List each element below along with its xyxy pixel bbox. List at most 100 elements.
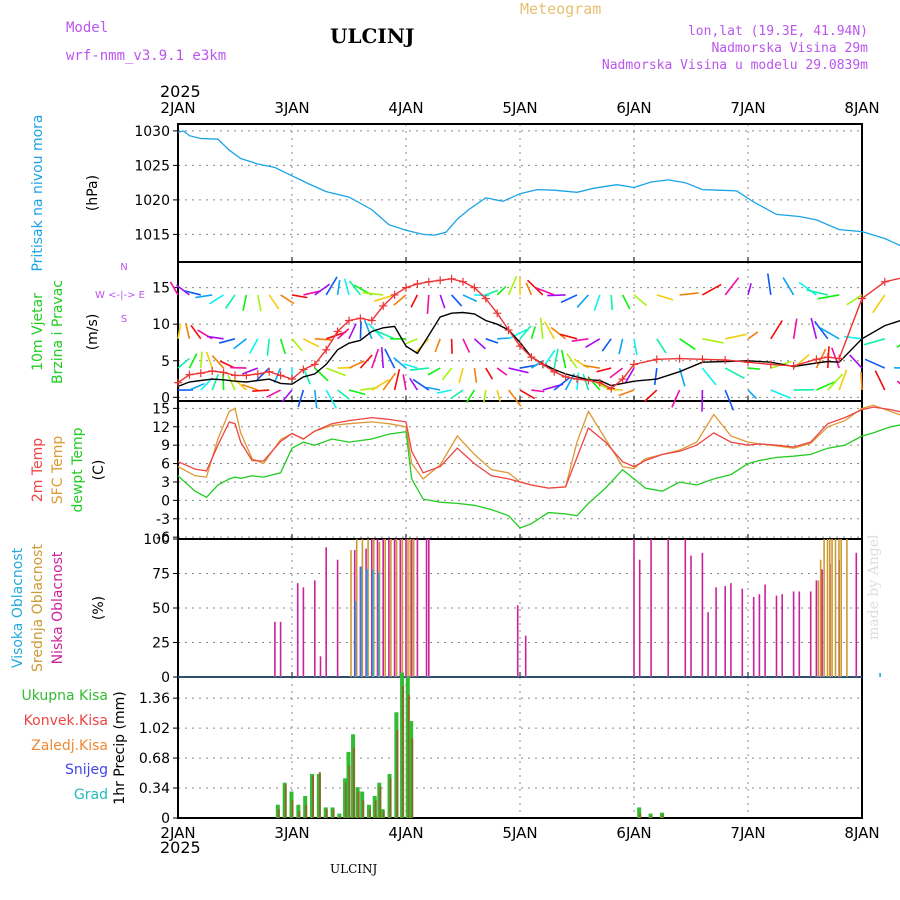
wind-direction-arrow <box>530 326 536 340</box>
wind-direction-arrow <box>224 294 236 309</box>
x-tick-label-bottom: 7JAN <box>730 824 765 842</box>
wind-direction-arrow <box>450 389 464 400</box>
wind-direction-arrow <box>767 273 772 296</box>
precip-total-bar <box>337 813 342 818</box>
dewpt-ylabel: dewpt Temp <box>70 427 86 512</box>
precip-conv-bar <box>379 787 382 818</box>
cloud-units: (%) <box>91 596 107 620</box>
wind-direction-arrow <box>439 294 446 309</box>
wind-direction-arrow <box>702 283 722 296</box>
wind-direction-arrow <box>576 372 580 391</box>
wind-direction-arrow <box>770 389 792 399</box>
precip-conv-bar <box>369 809 372 818</box>
wind-direction-arrow <box>817 294 840 300</box>
y-tick-label: -3 <box>156 512 170 528</box>
wind-direction-arrow <box>482 389 487 403</box>
wind-direction-arrow <box>362 291 384 296</box>
wind-direction-arrow <box>702 338 724 344</box>
y-tick-label: 0 <box>161 670 170 686</box>
wind-direction-arrow <box>451 294 463 307</box>
wind-direction-arrow <box>184 290 201 296</box>
x-tick-label-top: 5JAN <box>502 99 537 117</box>
sfc-ylabel: SFC Temp <box>50 436 66 505</box>
precip-conv-bar <box>339 816 342 818</box>
y-tick-label: 25 <box>152 636 170 652</box>
wind-direction-arrow <box>724 389 735 411</box>
wind-direction-arrow <box>242 367 259 375</box>
x-tick-label-top: 8JAN <box>844 99 879 117</box>
wind-direction-arrow <box>846 294 863 306</box>
precip-conv-bar <box>402 685 405 818</box>
wind-direction-arrow <box>436 389 452 394</box>
wind-direction-arrow <box>507 275 518 296</box>
wind-direction-arrow <box>314 283 331 296</box>
wind-direction-arrow <box>227 374 236 391</box>
precip-conv-bar <box>291 800 294 818</box>
wind-direction-arrow <box>525 282 533 296</box>
wind-direction-arrow <box>371 348 380 369</box>
wind-direction-arrow <box>441 367 453 381</box>
wind-direction-arrow <box>242 294 248 311</box>
wind-direction-arrow <box>747 389 758 400</box>
y-tick-label: 12 <box>152 420 170 436</box>
model-label: Model <box>66 20 109 36</box>
wind-direction-arrow <box>393 294 407 306</box>
wind-direction-arrow <box>872 294 886 314</box>
wind-direction-arrow <box>371 379 390 391</box>
precip-legend-3: Snijeg <box>65 762 108 778</box>
wind-direction-arrow <box>724 277 740 296</box>
wind-direction-arrow <box>671 389 681 408</box>
wind-direction-arrow <box>462 294 478 303</box>
wind-direction-arrow <box>256 367 270 381</box>
year-top: 2025 <box>160 82 201 101</box>
wind-direction-arrow <box>496 286 507 296</box>
wind-direction-arrow <box>465 389 476 404</box>
wind-direction-arrow <box>325 276 338 296</box>
wind-direction-arrow <box>496 389 501 402</box>
y-tick-label: 50 <box>152 601 170 617</box>
lonlat-label: lon,lat (19.3E, 41.94N) <box>687 24 868 39</box>
wind-direction-arrow <box>343 278 350 296</box>
wind-direction-arrow <box>679 292 699 296</box>
wind-direction-arrow <box>205 351 213 369</box>
y-tick-label: 1.02 <box>139 721 170 737</box>
wind-direction-arrow <box>325 389 338 409</box>
precip-conv-bar <box>318 772 321 818</box>
y-tick-label: 10 <box>152 317 170 333</box>
precip-total-bar <box>648 813 653 818</box>
wind-direction-arrow <box>348 323 357 340</box>
precip-conv-bar <box>396 729 399 818</box>
wind-direction-arrow <box>337 389 350 400</box>
wind-direction-arrow <box>303 338 320 348</box>
y-tick-label: 0 <box>161 811 170 827</box>
wind-compass-n: N <box>120 262 127 273</box>
wind-direction-arrow <box>497 337 510 340</box>
wind-direction-arrow <box>553 377 570 391</box>
wind-direction-arrow <box>539 317 544 339</box>
wind-direction-arrow <box>380 347 384 369</box>
wind-direction-arrow <box>303 290 321 296</box>
wind-direction-arrow <box>177 323 182 339</box>
wind-direction-arrow <box>806 289 828 296</box>
precip-legend-1: Konvek.Kisa <box>24 713 108 729</box>
wind-direction-arrow <box>268 294 280 310</box>
wind-compass: W <-|-> E <box>95 290 145 301</box>
wind-direction-arrow <box>403 363 418 369</box>
wind-direction-arrow <box>585 338 601 349</box>
wind-direction-arrow <box>810 317 818 340</box>
year-bottom: 2025 <box>160 838 201 857</box>
wind-direction-arrow <box>336 279 341 296</box>
wind-direction-arrow <box>188 353 198 369</box>
wind-direction-arrow <box>874 370 886 391</box>
wind-direction-arrow <box>184 322 191 339</box>
wind-direction-arrow <box>297 389 305 408</box>
meteogram-title: Meteogram <box>520 0 602 18</box>
model-altitude-label: Nadmorska Visina u modelu 29.0839m <box>601 58 868 73</box>
y-tick-label: 15 <box>152 401 170 417</box>
wind-direction-arrow <box>325 367 347 377</box>
wind-direction-arrow <box>792 318 798 339</box>
wind-direction-arrow <box>314 367 329 382</box>
wind-direction-arrow <box>409 377 419 391</box>
